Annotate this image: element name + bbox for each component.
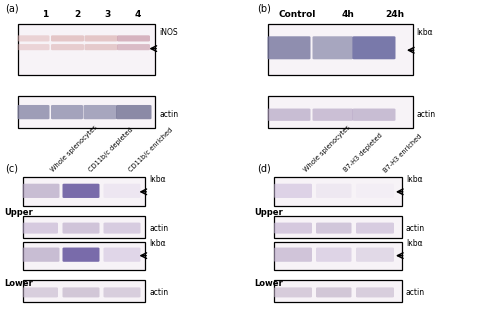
Text: Iκbα: Iκbα <box>406 175 422 184</box>
Text: actin: actin <box>149 224 168 233</box>
Text: Iκbα: Iκbα <box>149 239 166 248</box>
FancyBboxPatch shape <box>356 248 394 262</box>
FancyBboxPatch shape <box>22 184 60 198</box>
Bar <box>18 24 155 75</box>
FancyBboxPatch shape <box>356 287 394 297</box>
Bar <box>274 177 402 206</box>
FancyBboxPatch shape <box>18 35 50 41</box>
Text: 4: 4 <box>134 10 140 19</box>
Bar <box>22 280 145 302</box>
Text: Control: Control <box>279 10 316 19</box>
Text: Whole splenocytes: Whole splenocytes <box>302 125 351 173</box>
Text: iNOS: iNOS <box>159 28 178 37</box>
Text: Iκbα: Iκbα <box>149 175 166 184</box>
Text: actin: actin <box>406 288 425 297</box>
Text: CD11b/c depleted: CD11b/c depleted <box>88 127 134 173</box>
FancyBboxPatch shape <box>352 36 396 59</box>
FancyBboxPatch shape <box>316 248 352 262</box>
FancyBboxPatch shape <box>116 105 152 119</box>
Text: Iκbα: Iκbα <box>406 239 422 248</box>
FancyBboxPatch shape <box>62 248 100 262</box>
Bar <box>274 242 402 270</box>
FancyBboxPatch shape <box>84 44 117 50</box>
FancyBboxPatch shape <box>274 184 312 198</box>
Bar <box>22 242 145 270</box>
FancyBboxPatch shape <box>316 184 352 198</box>
FancyBboxPatch shape <box>62 223 100 234</box>
FancyBboxPatch shape <box>104 223 141 234</box>
FancyBboxPatch shape <box>356 223 394 234</box>
FancyBboxPatch shape <box>268 109 310 121</box>
Text: 4h: 4h <box>341 10 354 19</box>
Text: 1: 1 <box>42 10 48 19</box>
FancyBboxPatch shape <box>117 35 150 41</box>
Bar <box>268 96 412 128</box>
FancyBboxPatch shape <box>84 35 117 41</box>
FancyBboxPatch shape <box>22 248 60 262</box>
Text: Whole splenocytes: Whole splenocytes <box>50 125 98 173</box>
FancyBboxPatch shape <box>352 109 396 121</box>
FancyBboxPatch shape <box>104 248 141 262</box>
Text: Lower: Lower <box>254 279 283 288</box>
Text: actin: actin <box>406 224 425 233</box>
FancyBboxPatch shape <box>84 105 116 119</box>
Bar <box>268 24 412 75</box>
Text: 24h: 24h <box>386 10 404 19</box>
FancyBboxPatch shape <box>18 44 50 50</box>
FancyBboxPatch shape <box>51 44 84 50</box>
Bar <box>18 96 155 128</box>
Text: Iκbα: Iκbα <box>416 28 433 37</box>
Text: 2: 2 <box>74 10 80 19</box>
FancyBboxPatch shape <box>117 44 150 50</box>
FancyBboxPatch shape <box>274 287 312 297</box>
FancyBboxPatch shape <box>274 248 312 262</box>
Text: B7-H3 depleted: B7-H3 depleted <box>342 133 384 173</box>
FancyBboxPatch shape <box>312 36 353 59</box>
FancyBboxPatch shape <box>356 184 394 198</box>
Text: actin: actin <box>149 288 168 297</box>
FancyBboxPatch shape <box>62 287 100 297</box>
Text: CD11b/c enriched: CD11b/c enriched <box>128 127 174 173</box>
FancyBboxPatch shape <box>51 105 83 119</box>
FancyBboxPatch shape <box>51 35 84 41</box>
Text: (d): (d) <box>258 164 271 174</box>
FancyBboxPatch shape <box>22 287 58 297</box>
FancyBboxPatch shape <box>268 36 310 59</box>
Text: B7-H3 enriched: B7-H3 enriched <box>382 133 423 173</box>
FancyBboxPatch shape <box>312 109 353 121</box>
Text: Lower: Lower <box>4 279 33 288</box>
Text: Upper: Upper <box>4 208 33 217</box>
FancyBboxPatch shape <box>18 105 50 119</box>
FancyBboxPatch shape <box>316 223 352 234</box>
Bar <box>22 177 145 206</box>
FancyBboxPatch shape <box>104 184 141 198</box>
Text: actin: actin <box>416 110 436 119</box>
Bar <box>274 280 402 302</box>
FancyBboxPatch shape <box>104 287 141 297</box>
Text: (a): (a) <box>5 3 18 13</box>
Bar <box>22 216 145 238</box>
FancyBboxPatch shape <box>274 223 312 234</box>
Text: actin: actin <box>159 110 178 119</box>
Text: (c): (c) <box>5 164 18 174</box>
Text: Upper: Upper <box>254 208 283 217</box>
Bar <box>274 216 402 238</box>
Text: 3: 3 <box>104 10 110 19</box>
FancyBboxPatch shape <box>22 223 58 234</box>
Text: (b): (b) <box>258 3 272 13</box>
FancyBboxPatch shape <box>62 184 100 198</box>
FancyBboxPatch shape <box>316 287 352 297</box>
